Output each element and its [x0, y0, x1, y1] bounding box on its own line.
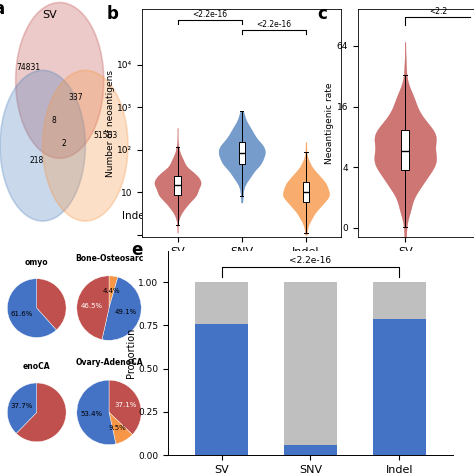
- Wedge shape: [109, 412, 132, 444]
- Text: 37.1%: 37.1%: [114, 402, 137, 409]
- Y-axis label: Neoantigenic rate: Neoantigenic rate: [325, 82, 334, 164]
- Text: 218: 218: [30, 156, 44, 165]
- Wedge shape: [109, 380, 141, 435]
- PathPatch shape: [303, 182, 309, 202]
- Text: b: b: [106, 5, 118, 23]
- Y-axis label: Proportion: Proportion: [126, 328, 136, 378]
- Text: 46.5%: 46.5%: [80, 303, 102, 309]
- Title: omyo: omyo: [25, 258, 48, 267]
- Text: 37.7%: 37.7%: [10, 403, 33, 409]
- Title: Ovary-AdenoCA: Ovary-AdenoCA: [75, 358, 143, 367]
- Bar: [284, 445, 337, 455]
- Wedge shape: [16, 383, 66, 442]
- Text: 61.6%: 61.6%: [10, 311, 33, 317]
- Text: 8: 8: [52, 116, 56, 125]
- Text: <2.2e-16: <2.2e-16: [256, 19, 292, 28]
- Wedge shape: [8, 279, 56, 337]
- Text: 4.4%: 4.4%: [103, 288, 120, 293]
- Text: SV: SV: [42, 9, 57, 19]
- Bar: [373, 319, 426, 455]
- Text: Indel: Indel: [122, 210, 148, 220]
- Text: c: c: [317, 5, 327, 23]
- PathPatch shape: [174, 175, 181, 195]
- Wedge shape: [77, 380, 116, 445]
- Circle shape: [16, 2, 104, 158]
- Text: e: e: [131, 241, 143, 259]
- Bar: [284, 283, 337, 445]
- Text: <2.2e-16: <2.2e-16: [192, 10, 227, 19]
- PathPatch shape: [238, 142, 245, 164]
- Circle shape: [43, 70, 128, 221]
- Text: 74831: 74831: [17, 64, 40, 73]
- Bar: [195, 283, 248, 324]
- Wedge shape: [8, 383, 37, 433]
- Text: 51503: 51503: [93, 131, 118, 140]
- Text: 49.1%: 49.1%: [115, 310, 137, 316]
- Y-axis label: Number of neoantigens: Number of neoantigens: [106, 70, 115, 177]
- Text: 337: 337: [68, 93, 82, 102]
- Wedge shape: [102, 277, 141, 340]
- Circle shape: [0, 70, 85, 221]
- Text: <2.2e-16: <2.2e-16: [290, 256, 331, 265]
- Wedge shape: [109, 276, 118, 308]
- PathPatch shape: [401, 130, 410, 170]
- Text: a: a: [0, 0, 4, 18]
- Title: Bone-Osteosarc: Bone-Osteosarc: [75, 254, 143, 263]
- Wedge shape: [77, 276, 109, 339]
- Text: <2.2: <2.2: [429, 7, 447, 16]
- Text: 9.5%: 9.5%: [109, 425, 127, 431]
- Text: 2: 2: [62, 139, 66, 148]
- Bar: [373, 283, 426, 319]
- Title: enoCA: enoCA: [23, 362, 51, 371]
- Wedge shape: [36, 279, 66, 330]
- Bar: [195, 324, 248, 455]
- Text: 53.4%: 53.4%: [80, 411, 102, 417]
